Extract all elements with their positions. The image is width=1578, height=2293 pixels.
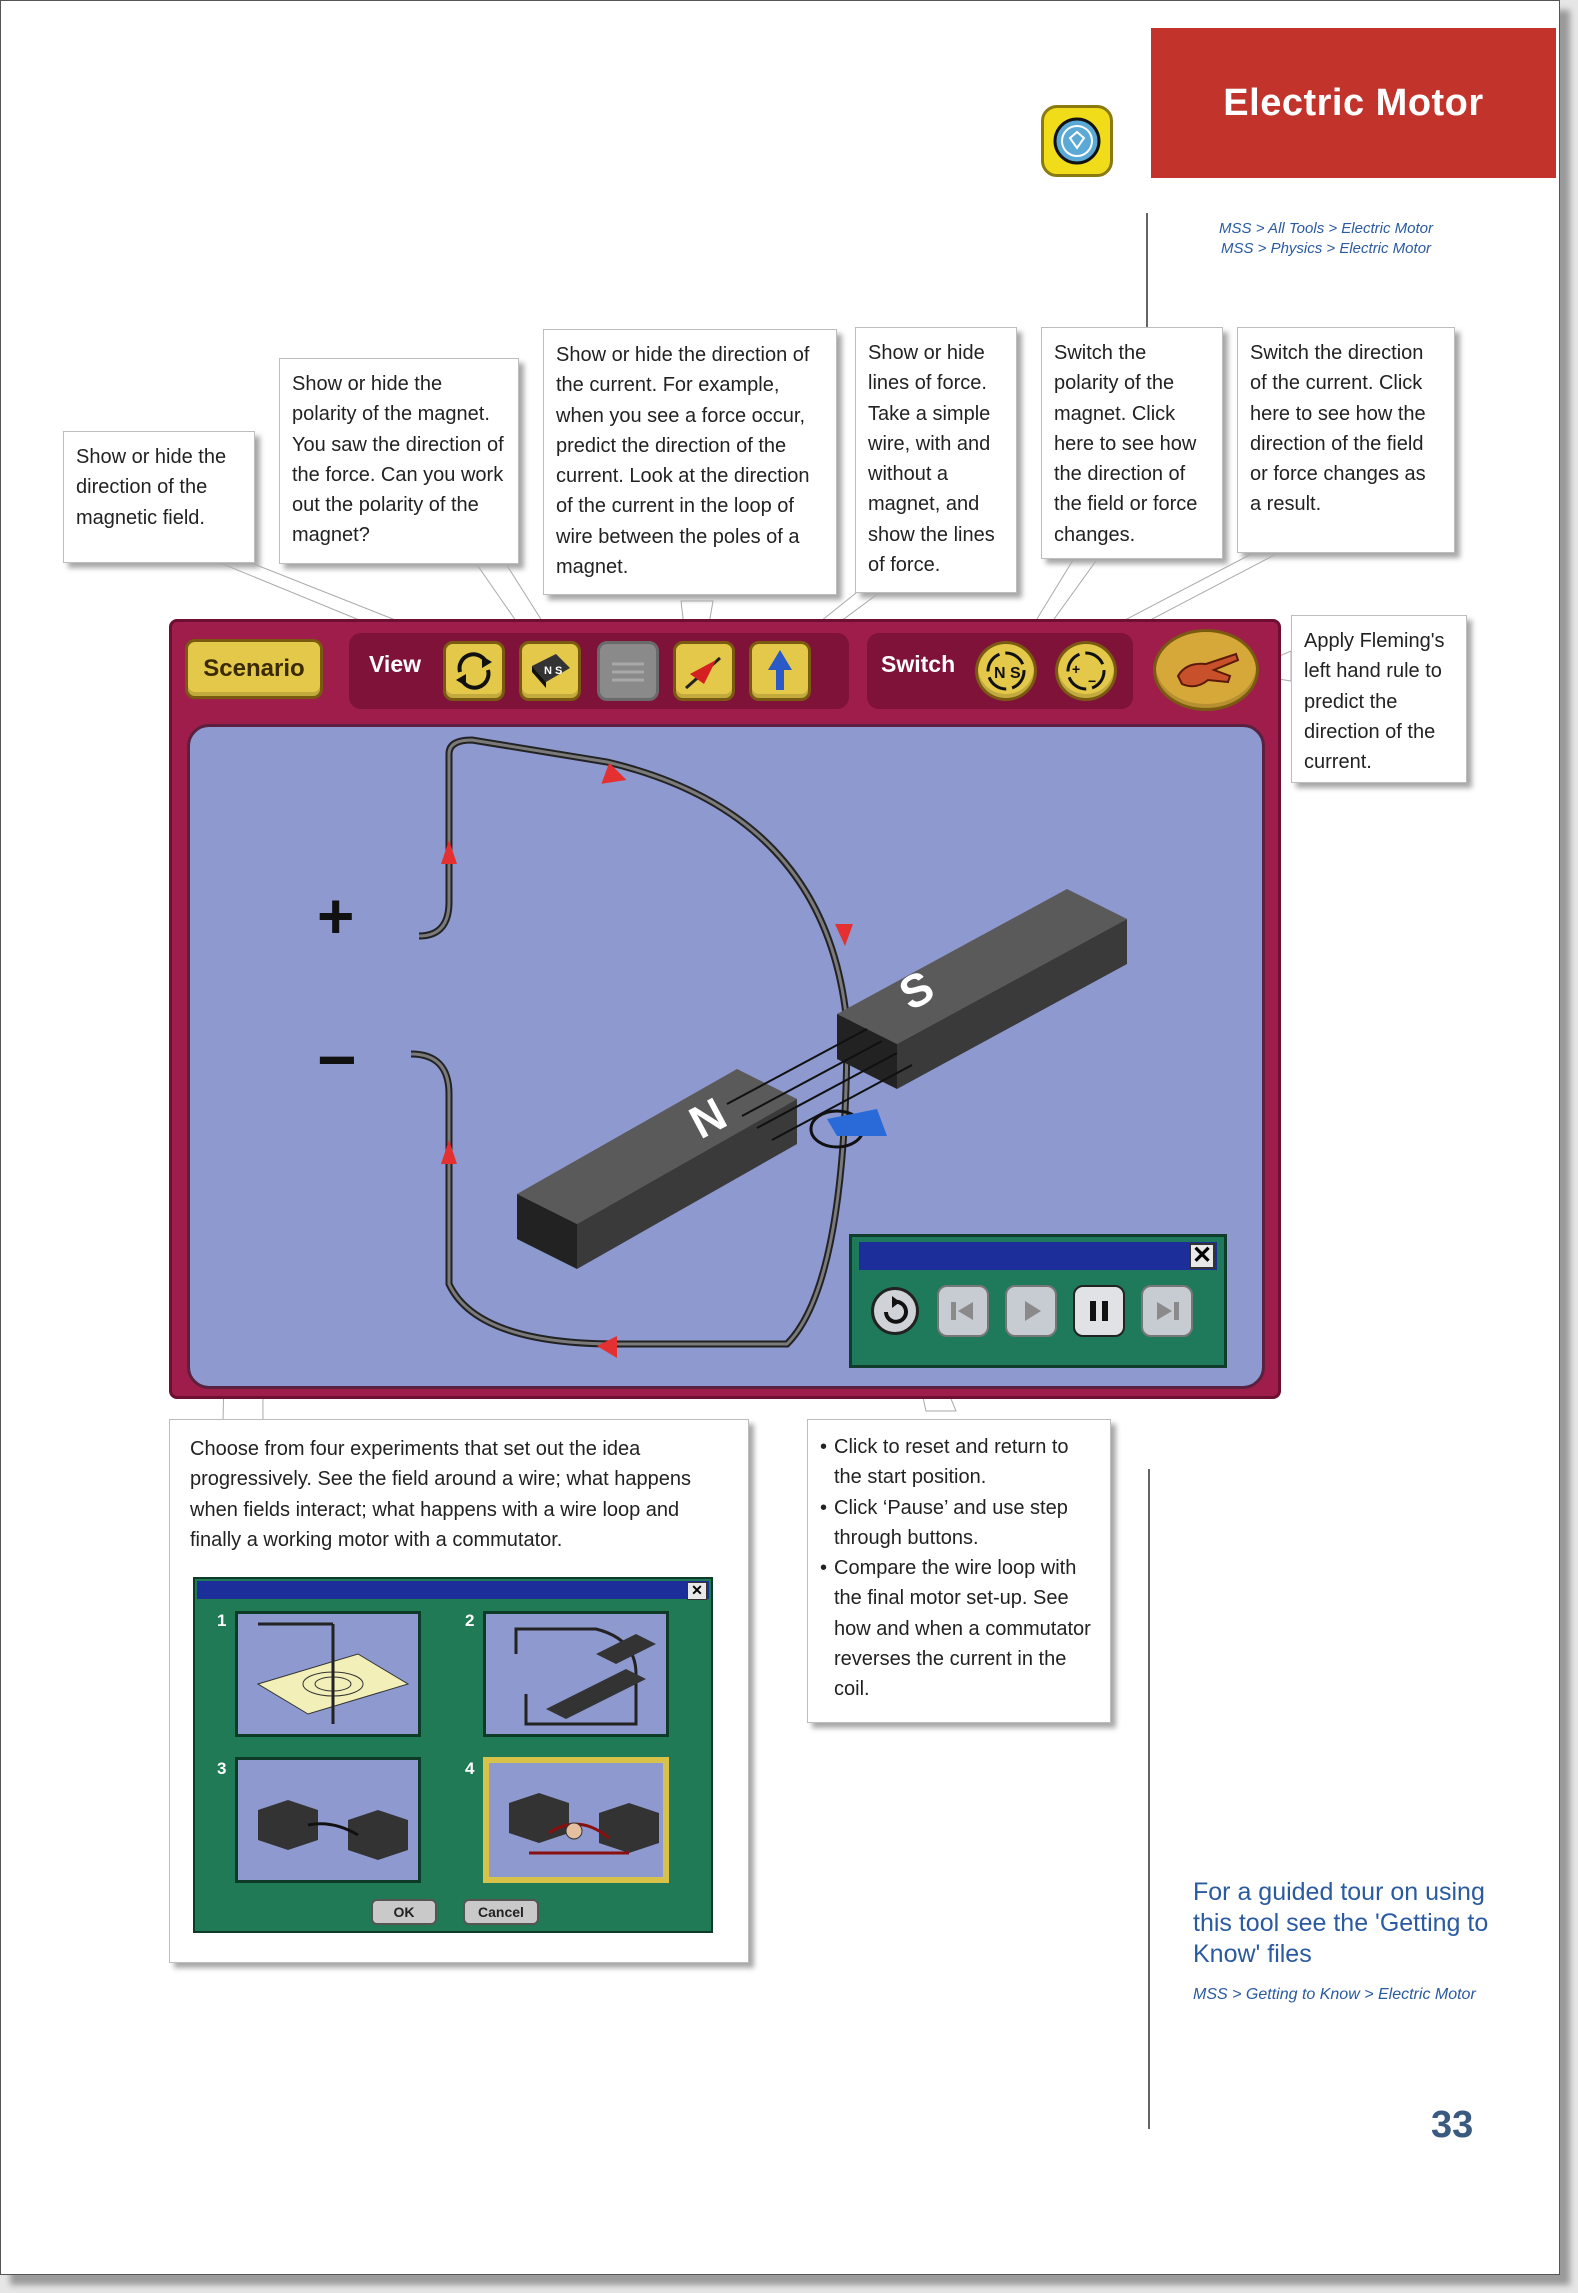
fleming-rule-button[interactable] — [1153, 629, 1259, 711]
step-back-button[interactable] — [937, 1285, 989, 1337]
current-arrow-icon — [685, 656, 721, 690]
rotate-arrows-icon — [456, 652, 492, 690]
working-motor-thumbnail-icon — [509, 1793, 659, 1855]
field-lines-icon — [612, 662, 644, 682]
callout-fleming: Apply Fleming's left hand rule to predic… — [1291, 615, 1467, 783]
svg-text:N S: N S — [994, 665, 1021, 682]
scenario-number: 3 — [217, 1759, 227, 1778]
scenario-1-thumbnail[interactable] — [235, 1611, 421, 1737]
callout-switch-polarity: Switch the polarity of the magnet. Click… — [1041, 327, 1223, 559]
step-forward-icon — [1157, 1302, 1179, 1320]
bullet-item: • Click to reset and return to the start … — [820, 1432, 1098, 1493]
callout-text: Show or hide the direction of the magnet… — [76, 446, 227, 529]
positive-terminal-label: + — [317, 880, 355, 952]
scenario-button[interactable]: Scenario — [185, 639, 323, 699]
callout-text: Apply Fleming's left hand rule to predic… — [1304, 630, 1445, 774]
pause-button[interactable] — [1073, 1285, 1125, 1337]
bullet-text: Compare the wire loop with the final mot… — [834, 1557, 1091, 1701]
reset-icon — [884, 1296, 908, 1324]
close-icon[interactable]: ✕ — [1189, 1243, 1215, 1269]
callout-text: Switch the polarity of the magnet. Click… — [1054, 342, 1198, 546]
guided-tour-link[interactable]: MSS > Getting to Know > Electric Motor — [1193, 1986, 1476, 2003]
callout-magnetic-field: Show or hide the direction of the magnet… — [63, 431, 255, 563]
scenario-number: 4 — [465, 1759, 475, 1778]
view-label: View — [369, 651, 421, 677]
guided-tour-note: For a guided tour on using this tool see… — [1193, 1878, 1489, 1968]
play-button[interactable] — [1005, 1285, 1057, 1337]
switch-label: Switch — [881, 651, 956, 677]
magnetic-field-toggle-button[interactable] — [443, 641, 505, 701]
force-arrow-icon — [768, 650, 792, 690]
title-band — [1151, 28, 1556, 178]
step-back-icon — [951, 1302, 973, 1320]
scenario-2-thumbnail[interactable] — [483, 1611, 669, 1737]
polarity-toggle-button[interactable]: N S — [519, 641, 581, 701]
reset-button[interactable] — [871, 1287, 919, 1335]
scenario-4-thumbnail[interactable] — [483, 1757, 669, 1883]
switch-current-icon: + − — [1066, 651, 1106, 691]
rule-line — [1146, 213, 1148, 333]
svg-text:+: + — [1072, 661, 1080, 677]
switch-polarity-button[interactable]: N S — [975, 641, 1037, 701]
dialog-title-bar[interactable] — [197, 1581, 709, 1599]
switch-ns-icon: N S — [986, 651, 1026, 691]
electric-motor-tool-icon[interactable] — [1041, 105, 1113, 177]
page-title: Electric Motor — [1223, 81, 1484, 124]
callout-text: Choose from four experiments that set ou… — [190, 1438, 692, 1551]
callout-lines-of-force: Show or hide lines of force. Take a simp… — [855, 327, 1017, 593]
bullet-text: Click to reset and return to the start p… — [834, 1436, 1069, 1489]
callout-switch-current: Switch the direction of the current. Cli… — [1237, 327, 1455, 553]
switch-current-button[interactable]: + − — [1055, 641, 1117, 701]
scenario-3-thumbnail[interactable] — [235, 1757, 421, 1883]
wire-loop-thumbnail-icon — [258, 1800, 408, 1860]
pause-icon — [1090, 1301, 1108, 1321]
breadcrumb: MSS > All Tools > Electric Motor MSS > P… — [1161, 219, 1491, 259]
ok-button[interactable]: OK — [371, 1899, 437, 1925]
bullet-text: Click ‘Pause’ and use step through butto… — [834, 1496, 1068, 1549]
left-hand-icon — [1176, 652, 1240, 688]
wire-field-thumbnail-icon — [256, 1622, 410, 1724]
callout-text: Switch the direction of the current. Cli… — [1250, 342, 1426, 516]
controls-title-bar[interactable] — [859, 1242, 1217, 1270]
scenario-number: 2 — [465, 1611, 475, 1630]
rule-line — [1148, 1469, 1150, 2129]
bullet-item: • Compare the wire loop with the final mo… — [820, 1553, 1098, 1704]
callout-current: Show or hide the direction of the curren… — [543, 329, 837, 595]
callout-text: Show or hide the polarity of the magnet.… — [292, 373, 504, 547]
callout-controls: • Click to reset and return to the start … — [807, 1419, 1111, 1723]
play-icon — [1025, 1301, 1041, 1321]
page-number: 33 — [1431, 2104, 1474, 2146]
breadcrumb-line: MSS > All Tools > Electric Motor — [1219, 220, 1433, 237]
magnet-ns-icon: N S — [532, 654, 570, 688]
bullet-item: • Click ‘Pause’ and use step through butt… — [820, 1493, 1098, 1554]
breadcrumb-line: MSS > Physics > Electric Motor — [1220, 240, 1432, 257]
field-interaction-thumbnail-icon — [514, 1627, 656, 1726]
scenario-number: 1 — [217, 1611, 227, 1630]
negative-terminal-label: − — [317, 1022, 357, 1098]
callout-polarity: Show or hide the polarity of the magnet.… — [279, 358, 519, 564]
callout-text: Show or hide the direction of the curren… — [556, 344, 810, 579]
motor-diagram[interactable] — [187, 724, 1265, 1389]
current-direction-toggle-button[interactable] — [673, 641, 735, 701]
step-forward-button[interactable] — [1141, 1285, 1193, 1337]
close-icon[interactable]: ✕ — [687, 1582, 707, 1600]
svg-text:−: − — [1088, 673, 1096, 689]
svg-text:N S: N S — [544, 665, 562, 677]
lines-of-force-toggle-button[interactable] — [749, 641, 811, 701]
callout-text: Show or hide lines of force. Take a simp… — [868, 342, 995, 577]
disabled-tool-button — [597, 641, 659, 701]
cancel-button[interactable]: Cancel — [463, 1899, 539, 1925]
